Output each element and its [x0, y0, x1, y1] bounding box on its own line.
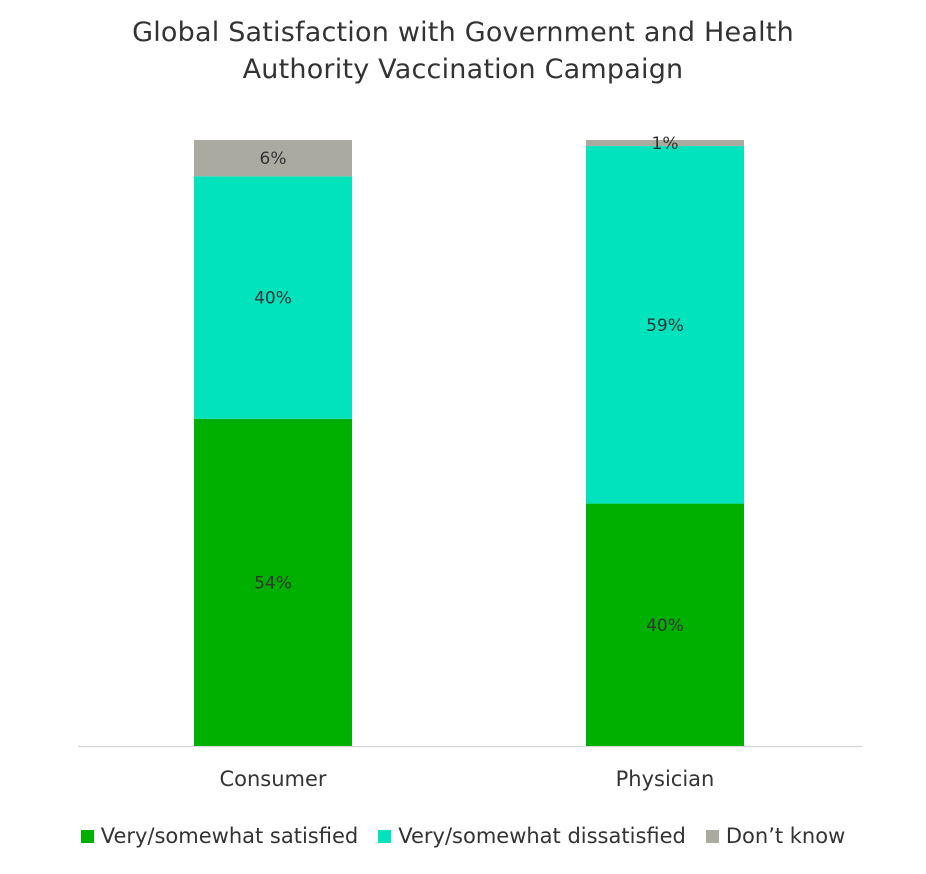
chart-title-line-1: Global Satisfaction with Government and … — [132, 17, 794, 48]
data-label-physician-very-somewhat-satisfied: 40% — [646, 616, 684, 636]
data-label-consumer-very-somewhat-satisfied: 54% — [254, 573, 292, 593]
bar-physician-very-somewhat-dissatisfied — [586, 146, 744, 504]
chart-title-line-2: Authority Vaccination Campaign — [242, 54, 684, 85]
legend-item-satisfied: Very/somewhat satisfied — [80, 824, 359, 848]
legend-label-satisfied: Very/somewhat satisfied — [100, 824, 359, 848]
chart-title: Global Satisfaction with Government and … — [0, 14, 926, 88]
legend-item-dissatisfied: Very/somewhat dissatisfied — [378, 824, 686, 848]
legend-swatch-satisfied — [80, 829, 94, 843]
bar-consumer-don-t-know — [194, 140, 352, 177]
bar-physician-don-t-know — [586, 140, 744, 147]
bar-consumer-very-somewhat-dissatisfied — [194, 176, 352, 419]
legend-item-dont-know: Don’t know — [705, 824, 846, 848]
stacked-bar-chart: 54% 40% 6% Consumer 40% 59% 1% Physician — [78, 134, 862, 791]
category-label-physician: Physician — [616, 767, 715, 791]
legend-swatch-dont-know — [705, 829, 719, 843]
data-label-consumer-very-somewhat-dissatisfied: 40% — [254, 289, 292, 309]
data-label-physician-very-somewhat-dissatisfied: 59% — [646, 316, 684, 336]
data-label-physician-don-t-know: 1% — [652, 134, 679, 154]
legend-swatch-dissatisfied — [378, 829, 392, 843]
data-label-consumer-don-t-know: 6% — [260, 149, 287, 169]
legend-label-dont-know: Don’t know — [725, 824, 846, 848]
category-label-consumer: Consumer — [219, 767, 326, 791]
bar-physician-very-somewhat-satisfied — [586, 503, 744, 746]
bar-consumer-very-somewhat-satisfied — [194, 418, 352, 746]
chart-legend: Very/somewhat satisfied Very/somewhat di… — [0, 824, 926, 848]
legend-label-dissatisfied: Very/somewhat dissatisfied — [398, 824, 686, 848]
